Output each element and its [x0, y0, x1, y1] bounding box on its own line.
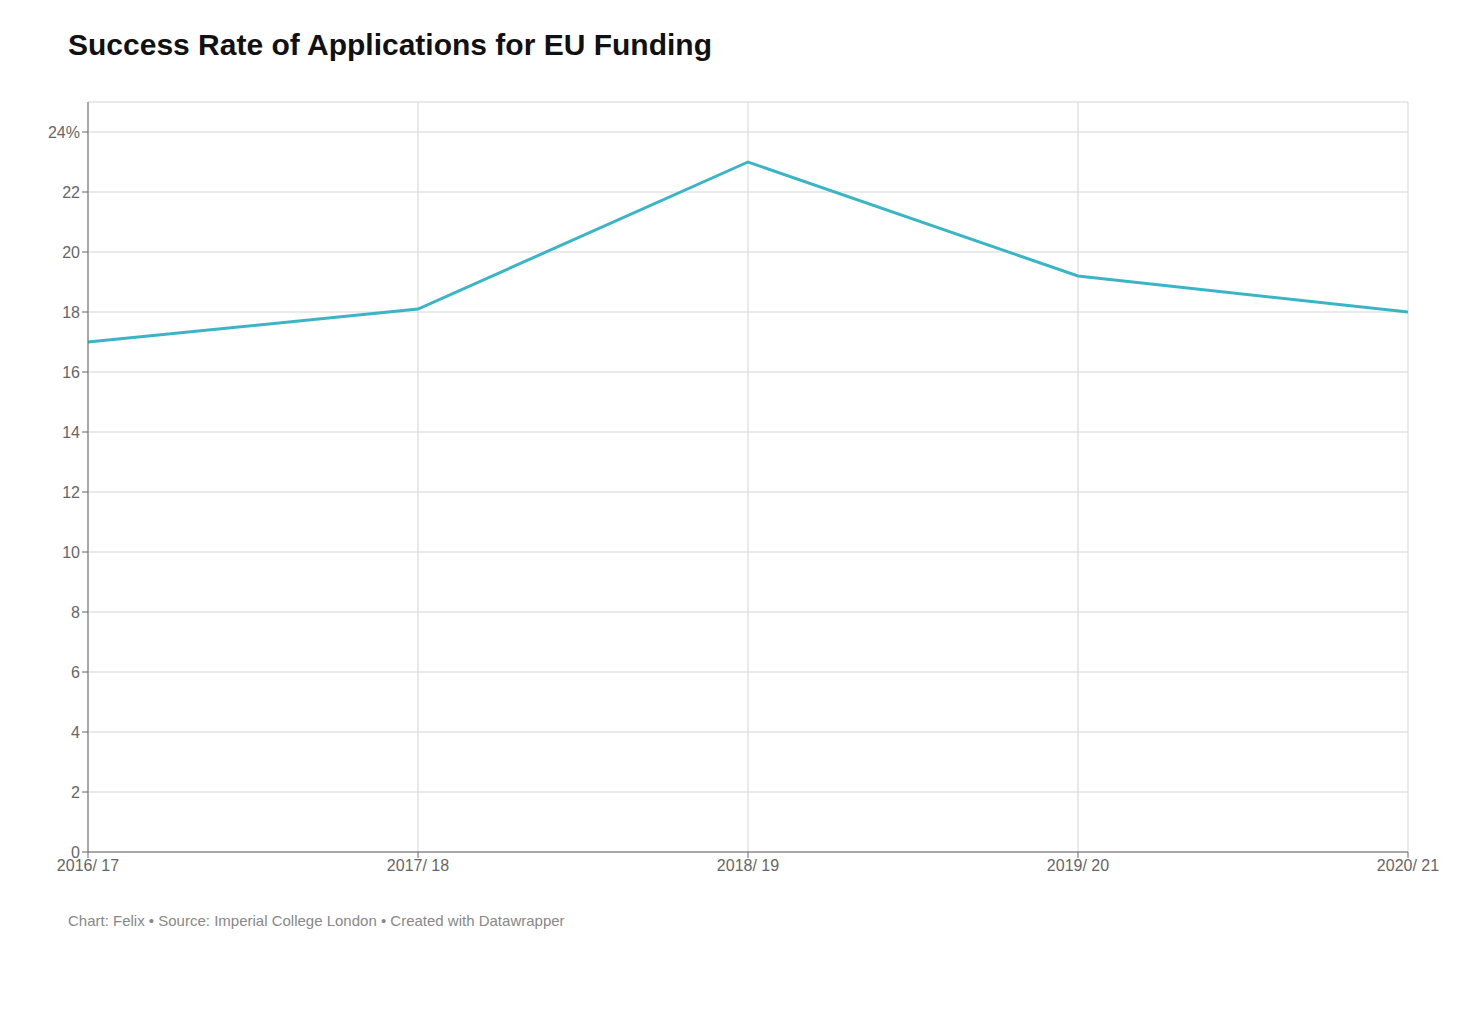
svg-text:14: 14	[62, 424, 80, 441]
svg-text:24%: 24%	[48, 124, 80, 141]
html-text:Success Rate of Applications f: Success Rate of Applications for EU Fund…	[68, 28, 712, 61]
svg-text:22: 22	[62, 184, 80, 201]
svg-text:2020/ 21: 2020/ 21	[1377, 857, 1439, 874]
svg-text:12: 12	[62, 484, 80, 501]
svg-text:10: 10	[62, 544, 80, 561]
svg-text:8: 8	[71, 604, 80, 621]
svg-text:16: 16	[62, 364, 80, 381]
svg-text:2017/ 18: 2017/ 18	[387, 857, 449, 874]
svg-text:2018/ 19: 2018/ 19	[717, 857, 779, 874]
svg-text:18: 18	[62, 304, 80, 321]
svg-text:0: 0	[71, 844, 80, 861]
html-text:Chart: Felix • Source: Imperia: Chart: Felix • Source: Imperial College …	[68, 912, 565, 929]
svg-text:6: 6	[71, 664, 80, 681]
svg-text:2: 2	[71, 784, 80, 801]
svg-text:2019/ 20: 2019/ 20	[1047, 857, 1109, 874]
svg-text:20: 20	[62, 244, 80, 261]
svg-text:2016/ 17: 2016/ 17	[57, 857, 119, 874]
svg-text:4: 4	[71, 724, 80, 741]
